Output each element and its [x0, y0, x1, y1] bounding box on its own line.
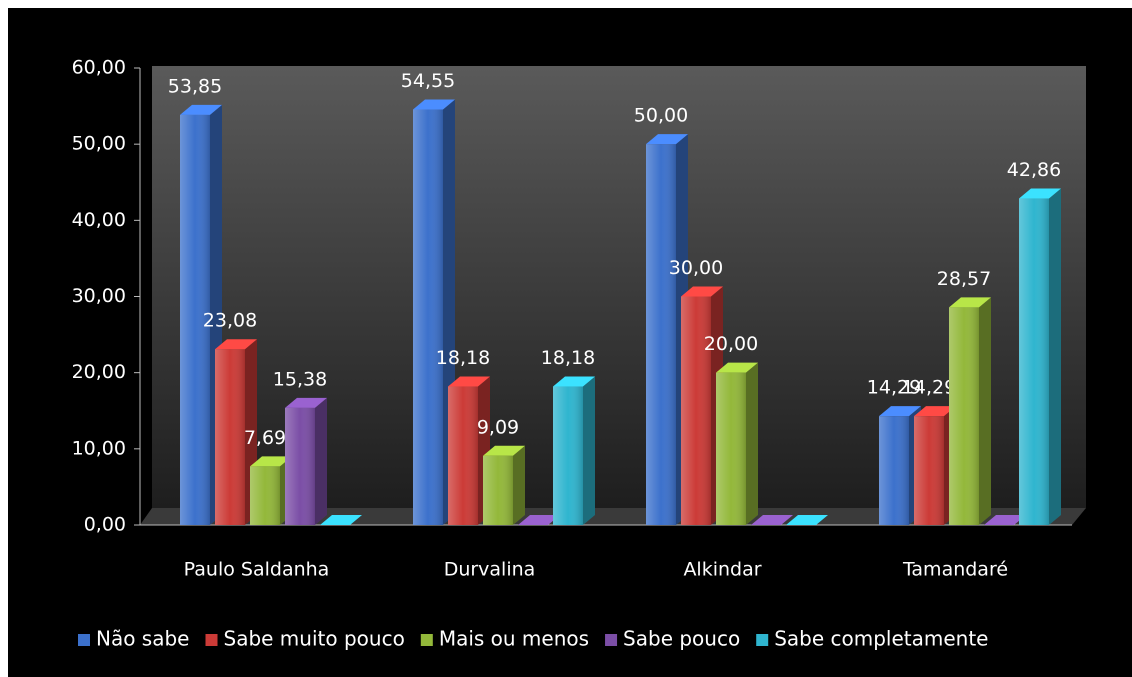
bar-face: [215, 339, 257, 350]
bar-face: [250, 456, 292, 467]
bar-face: [949, 297, 991, 308]
y-tick-label: 40,00: [72, 209, 126, 231]
y-tick-label: 60,00: [72, 57, 126, 79]
data-label: 14,29: [867, 377, 921, 399]
y-tick-label: 0,00: [84, 514, 126, 536]
bar: [949, 297, 991, 525]
x-tick-label: Alkindar: [683, 559, 761, 581]
bar: [483, 445, 525, 525]
floor: [140, 508, 1086, 525]
bar-face: [250, 466, 280, 525]
data-label: 18,18: [436, 347, 490, 369]
bar-face: [1019, 198, 1049, 525]
bar: [285, 397, 327, 525]
legend-label: Mais ou menos: [439, 627, 589, 651]
bar-face: [979, 297, 991, 525]
x-tick-label: Tamandaré: [902, 559, 1008, 581]
bar-face: [285, 407, 315, 525]
bar-face: [180, 104, 222, 115]
y-tick-label: 20,00: [72, 361, 126, 383]
bar: [879, 406, 921, 525]
bar-face: [716, 372, 746, 525]
data-label: 50,00: [634, 105, 688, 127]
bar-face: [285, 397, 327, 408]
legend-swatch: [605, 634, 618, 646]
bar-face: [180, 114, 210, 525]
legend-label: Sabe completamente: [774, 627, 988, 651]
data-label: 7,69: [244, 427, 286, 449]
bar-face: [448, 376, 490, 387]
y-tick-label: 10,00: [72, 437, 126, 459]
x-tick-label: Paulo Saldanha: [184, 559, 330, 581]
bar: [1019, 188, 1061, 525]
bar-face: [553, 386, 583, 525]
bar: [553, 376, 595, 525]
legend-swatch: [78, 634, 90, 646]
data-label: 30,00: [669, 257, 723, 279]
bar-face: [949, 307, 979, 525]
bar-face: [483, 455, 513, 525]
bar-face: [746, 362, 758, 525]
data-label: 53,85: [168, 75, 222, 97]
bar-face: [583, 376, 595, 525]
bar-face: [681, 286, 723, 297]
data-label: 15,38: [273, 368, 327, 390]
bar-face: [413, 99, 455, 110]
bar-face: [914, 406, 956, 417]
bar-face: [553, 376, 595, 387]
bar: [180, 104, 222, 525]
legend-swatch: [756, 634, 769, 646]
y-tick-label: 30,00: [72, 285, 126, 307]
legend-swatch: [205, 634, 218, 646]
x-tick-label: Durvalina: [444, 559, 536, 581]
bar: [413, 99, 455, 525]
legend-label: Sabe pouco: [623, 627, 740, 651]
legend-label: Sabe muito pouco: [224, 627, 405, 651]
data-label: 42,86: [1007, 159, 1061, 181]
bar-face: [513, 445, 525, 525]
data-label: 28,57: [937, 268, 991, 290]
bar-face: [914, 416, 944, 525]
bar-face: [1019, 188, 1061, 199]
bar-face: [751, 515, 793, 525]
bar-face: [646, 144, 676, 525]
data-label: 20,00: [704, 333, 758, 355]
bar-face: [681, 296, 711, 525]
data-label: 14,29: [902, 377, 956, 399]
bar-face: [879, 416, 909, 525]
legend-swatch: [420, 634, 433, 646]
bar: [751, 515, 793, 525]
bar-face: [786, 515, 828, 525]
y-tick-label: 50,00: [72, 133, 126, 155]
bar: [786, 515, 828, 525]
bar: [646, 134, 688, 525]
data-label: 18,18: [541, 347, 595, 369]
back-wall: [152, 66, 1086, 508]
bar: [716, 362, 758, 525]
bar: [320, 515, 362, 525]
bar: [518, 515, 560, 525]
bar-face: [984, 515, 1026, 525]
bar-face: [215, 349, 245, 525]
bar-face: [646, 134, 688, 145]
bar-face: [483, 445, 525, 456]
bar-face: [879, 406, 921, 417]
data-label: 9,09: [477, 416, 519, 438]
bar-face: [716, 362, 758, 373]
bar-face: [315, 397, 327, 525]
legend-label: Não sabe: [96, 627, 190, 651]
bar: [984, 515, 1026, 525]
bar-face: [413, 109, 443, 525]
bar-face: [518, 515, 560, 525]
bar-face: [320, 515, 362, 525]
bar-face: [1049, 188, 1061, 525]
bar-face: [448, 386, 478, 525]
data-label: 23,08: [203, 310, 257, 332]
data-label: 54,55: [401, 70, 455, 92]
